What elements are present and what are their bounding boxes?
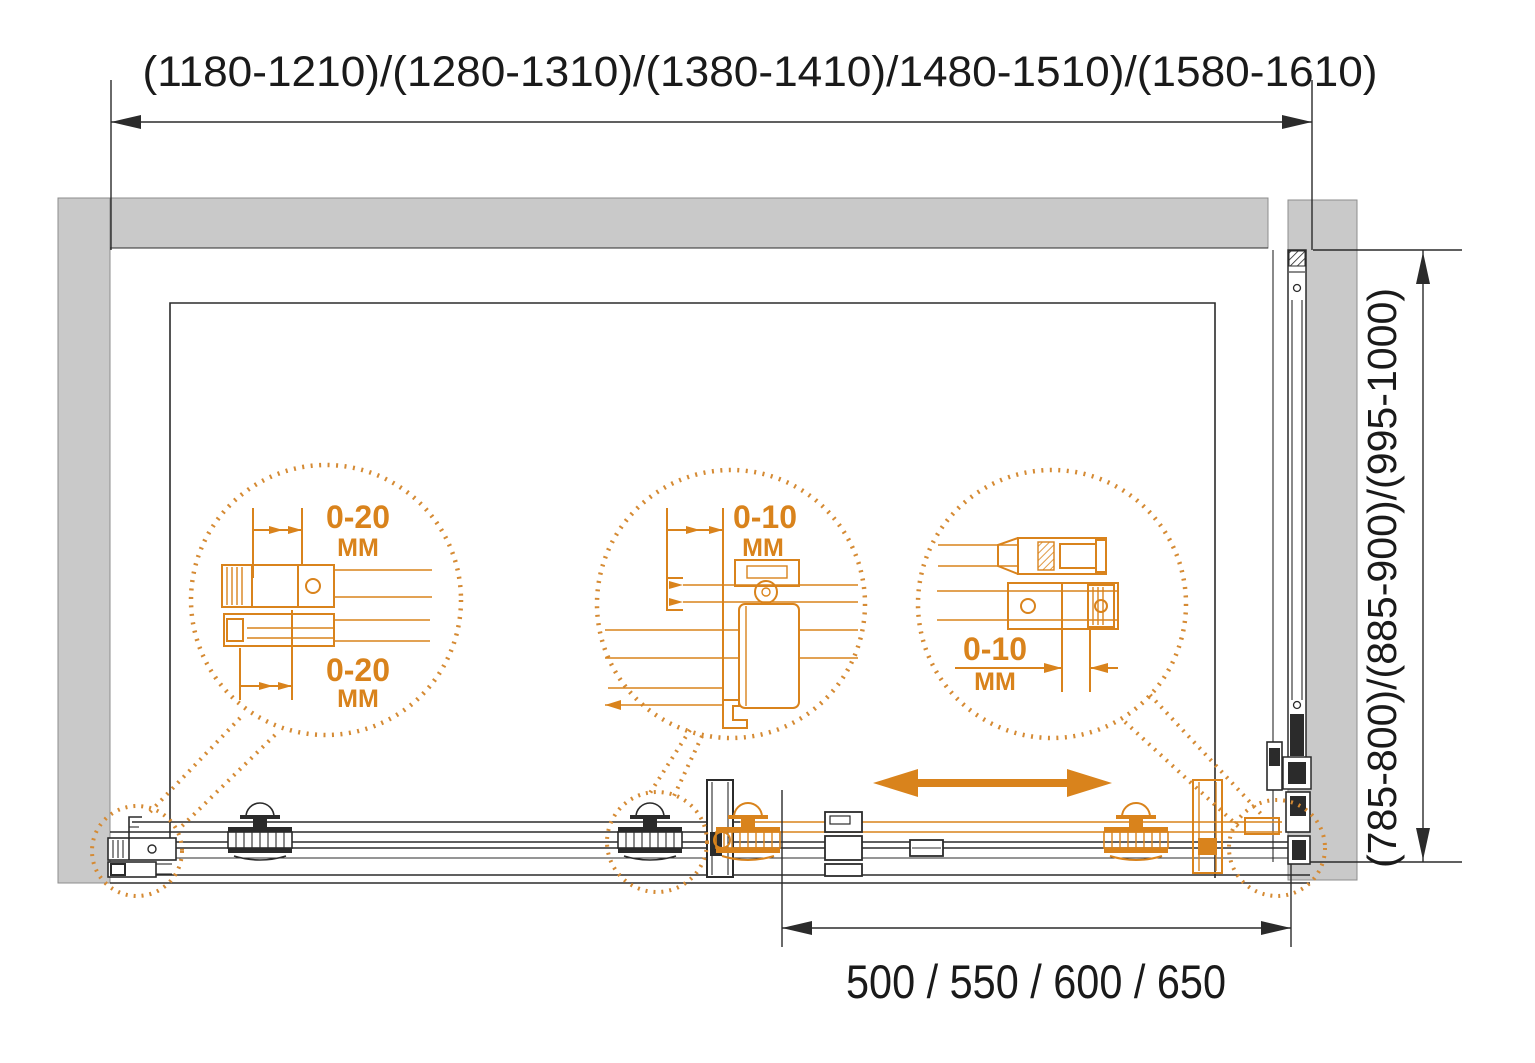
right-jamb-profile	[1282, 249, 1312, 790]
roller-black-2	[617, 802, 683, 861]
detail-right-unit: MM	[974, 668, 1016, 696]
right-height-dimension-label: (785-800)/(885-900)/(995-1000)	[1359, 288, 1405, 868]
detail-left-top-unit: MM	[337, 534, 379, 562]
right-wall-hardware	[1266, 741, 1311, 865]
detail-left-top-value: 0-20	[326, 499, 390, 535]
orange-door-profile	[1192, 779, 1223, 874]
callout-links	[90, 462, 1327, 898]
detail-circle-middle	[594, 467, 868, 741]
detail-right-value: 0-10	[963, 631, 1027, 667]
top-width-dimension-label: (1180-1210)/(1280-1310)/(1380-1410)/1480…	[143, 48, 1378, 96]
right-height-dimension: (785-800)/(885-900)/(995-1000)	[1300, 249, 1462, 868]
walls	[57, 197, 1358, 884]
left-wall	[57, 197, 111, 884]
detail-circle-right	[915, 467, 1189, 741]
detail-right-drawing: 0-10 MM	[937, 537, 1119, 696]
detail-circle-left	[188, 462, 464, 738]
roller-orange-2	[1103, 802, 1169, 861]
door-clip-bracket	[824, 811, 863, 877]
detail-middle-value: 0-10	[733, 499, 797, 535]
source-circle-left	[90, 804, 184, 898]
source-circle-middle	[605, 790, 709, 894]
bottom-door-dimension-label: 500 / 550 / 600 / 650	[846, 955, 1226, 1008]
detail-left-bottom-value: 0-20	[326, 652, 390, 688]
slide-direction-arrow	[873, 769, 1112, 797]
roller-black-1	[227, 802, 293, 861]
detail-left-drawing: 0-20 MM 0-20 MM	[221, 499, 432, 713]
left-wall-bracket	[107, 816, 177, 878]
detail-middle-drawing: 0-10 MM	[605, 499, 858, 729]
top-wall	[57, 197, 1269, 249]
roller-orange-1	[713, 802, 781, 861]
small-guide-clip	[909, 839, 944, 857]
detail-left-bottom-unit: MM	[337, 685, 379, 713]
bottom-door-dimension: 500 / 550 / 600 / 650	[781, 790, 1292, 1008]
top-width-dimension: (1180-1210)/(1280-1310)/(1380-1410)/1480…	[110, 48, 1378, 250]
orange-end-clip	[1244, 817, 1280, 835]
detail-middle-unit: MM	[742, 534, 784, 562]
source-circle-right	[1227, 798, 1327, 898]
